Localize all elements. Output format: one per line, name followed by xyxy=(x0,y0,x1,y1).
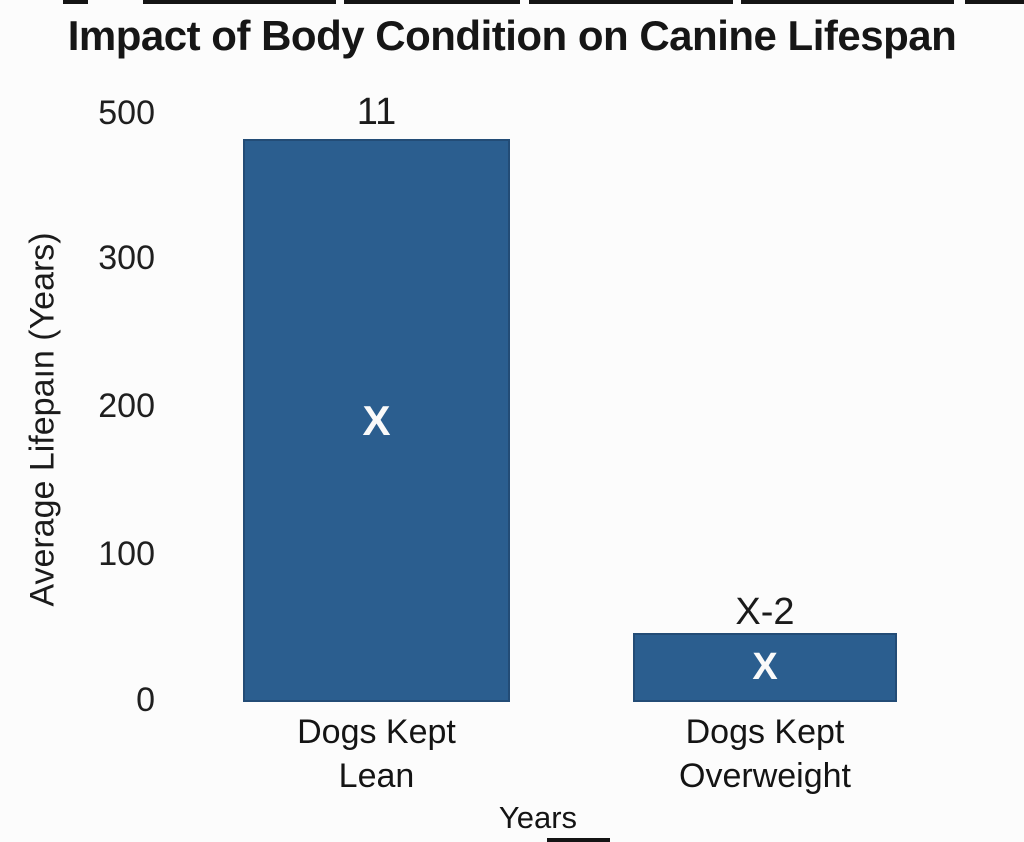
bar-dogs-kept-lean: X xyxy=(243,139,510,702)
cropped-top-text-artifact xyxy=(143,0,336,4)
cropped-bottom-text-artifact xyxy=(547,838,610,842)
cropped-top-text-artifact xyxy=(741,0,954,4)
cropped-top-text-artifact xyxy=(529,0,733,4)
y-axis-title: Average Lifepaın (Years) xyxy=(23,232,62,607)
x-axis-title: Years xyxy=(498,800,578,835)
category-line: Dogs Kept xyxy=(297,713,456,751)
chart-title: Impact of Body Condition on Canine Lifes… xyxy=(67,12,957,59)
bar-value-label-overweight: X-2 xyxy=(735,591,795,633)
x-category-label-lean: Dogs Kept Lean xyxy=(208,710,545,798)
bar-dogs-kept-overweight: X xyxy=(633,633,897,702)
bar-value-label-lean: 11 xyxy=(356,91,397,133)
category-line: Dogs Kept xyxy=(685,713,845,751)
y-tick-100: 100 xyxy=(98,535,155,573)
bar-inner-annotation: X xyxy=(362,396,391,444)
y-tick-300: 300 xyxy=(98,239,155,277)
x-category-label-overweight: Dogs Kept Overweight xyxy=(598,710,932,798)
bar-inner-annotation: X xyxy=(752,646,778,688)
category-line: Overweight xyxy=(679,757,851,795)
cropped-top-text-artifact xyxy=(965,0,1024,4)
category-line: Lean xyxy=(338,757,415,795)
cropped-top-text-artifact xyxy=(344,0,520,4)
y-tick-200: 200 xyxy=(98,387,155,425)
cropped-top-text-artifact xyxy=(63,0,88,4)
y-tick-500: 500 xyxy=(98,94,155,132)
y-tick-0: 0 xyxy=(136,681,155,719)
